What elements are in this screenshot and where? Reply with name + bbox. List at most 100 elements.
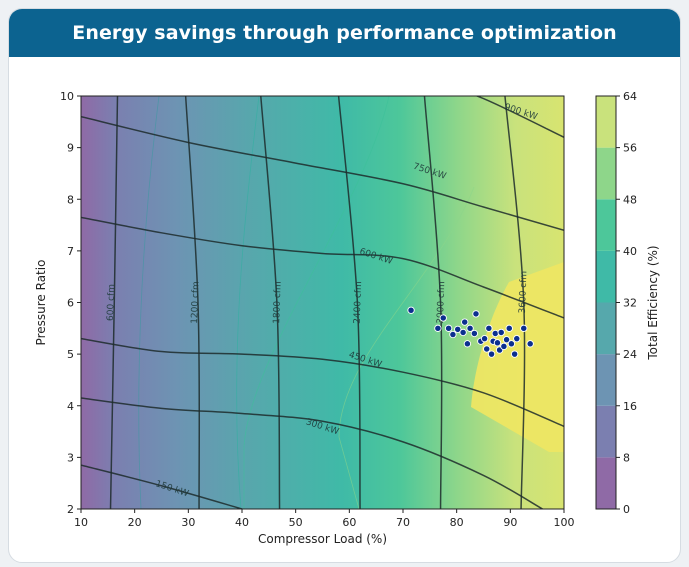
colorbar-tick-label: 16 <box>623 400 637 413</box>
y-tick-label: 3 <box>67 451 74 464</box>
flow-contour-label: 1200 cfm <box>190 281 201 324</box>
scatter-point <box>459 328 467 337</box>
y-axis-ticks: 2 3 4 5 6 7 8 9 10 <box>60 90 81 516</box>
scatter-point <box>483 345 491 353</box>
flow-contour-line <box>423 96 443 509</box>
flow-contour-line <box>337 96 361 509</box>
x-tick-label: 90 <box>503 516 517 529</box>
flow-contours <box>109 96 526 509</box>
scatter-point <box>439 314 447 322</box>
power-contour-line <box>81 397 543 509</box>
scatter-point <box>500 342 508 351</box>
colorbar-segment <box>596 354 616 406</box>
flow-contour-label: 1800 cfm <box>272 281 283 324</box>
y-tick-label: 10 <box>60 90 74 103</box>
flow-contour-line <box>260 96 281 509</box>
x-tick-label: 20 <box>128 516 142 529</box>
scatter-point <box>497 328 505 337</box>
y-tick-label: 2 <box>67 503 74 516</box>
scatter-point <box>466 324 474 332</box>
colorbar-tick-label: 8 <box>623 451 630 464</box>
scatter-point <box>472 310 480 318</box>
power-contour-line <box>475 96 564 138</box>
colorbar: 0 8 16 24 32 40 48 56 64 <box>595 90 637 516</box>
y-axis-label: Pressure Ratio <box>34 260 48 346</box>
y-tick-label: 5 <box>67 348 74 361</box>
colorbar-tick-label: 56 <box>623 142 637 155</box>
colorbar-tick-label: 40 <box>623 245 637 258</box>
scatter-point <box>491 329 499 338</box>
scatter-point <box>463 340 472 348</box>
x-tick-label: 10 <box>74 516 88 529</box>
scatter-point <box>485 324 493 332</box>
scatter-point <box>434 324 442 332</box>
scatter-point <box>454 325 462 333</box>
scatter-point <box>407 306 415 314</box>
x-tick-label: 30 <box>181 516 195 529</box>
x-tick-label: 100 <box>554 516 575 529</box>
flow-contour-line <box>504 96 526 509</box>
efficiency-field <box>81 96 564 509</box>
flow-contour-label: 2400 cfm <box>353 281 364 324</box>
colorbar-tick-label: 24 <box>623 348 637 361</box>
scatter-point <box>505 324 513 332</box>
colorbar-segment <box>596 457 616 509</box>
flow-contour-line <box>109 96 119 509</box>
y-tick-label: 7 <box>67 245 74 258</box>
scatter-point <box>526 340 534 348</box>
scatter-point <box>487 350 496 358</box>
power-contour-line <box>81 115 564 231</box>
y-tick-label: 4 <box>67 400 74 413</box>
scatter-point <box>480 334 489 343</box>
colorbar-segment <box>596 302 616 355</box>
flow-contour-label: 3000 cfm <box>436 281 447 324</box>
x-tick-label: 70 <box>396 516 410 529</box>
flow-contour-label: 600 cfm <box>106 284 117 321</box>
flow-contour-labels: 600 cfm 1200 cfm 1800 cfm 2400 cfm 3000 cfm 3… <box>106 271 530 324</box>
x-tick-label: 50 <box>289 516 303 529</box>
chart-title: Energy savings through performance optim… <box>9 9 680 57</box>
scatter-point <box>502 336 511 344</box>
efficiency-band-edge <box>338 186 475 509</box>
x-tick-label: 80 <box>450 516 464 529</box>
scatter-point <box>449 330 457 339</box>
x-tick-label: 40 <box>235 516 249 529</box>
colorbar-segment <box>596 147 616 200</box>
colorbar-segment <box>596 96 616 148</box>
chart-card: Energy savings through performance optim… <box>8 8 681 563</box>
scatter-point <box>493 339 502 347</box>
scatter-point <box>513 334 521 343</box>
power-contour-line <box>81 337 564 428</box>
y-tick-label: 9 <box>67 142 74 155</box>
colorbar-segment <box>596 199 616 251</box>
power-contour-line <box>81 464 243 509</box>
colorbar-tick-label: 0 <box>623 503 630 516</box>
scatter-point <box>470 329 479 338</box>
flow-contour-label: 3600 cfm <box>518 271 529 314</box>
scatter-points <box>407 306 534 358</box>
flow-contour-line <box>184 96 201 509</box>
colorbar-tick-label: 32 <box>623 297 637 310</box>
scatter-point <box>520 324 528 332</box>
x-axis-label: Compressor Load (%) <box>258 532 387 546</box>
colorbar-tick-label: 64 <box>623 90 637 103</box>
power-contour-line <box>81 216 564 319</box>
y-tick-label: 8 <box>67 193 74 206</box>
colorbar-segment <box>596 405 616 458</box>
colorbar-segment <box>596 250 616 303</box>
power-contours <box>81 96 564 509</box>
x-tick-label: 60 <box>342 516 356 529</box>
efficiency-band-edge <box>243 96 390 509</box>
scatter-point <box>507 340 516 348</box>
colorbar-tick-label: 48 <box>623 193 637 206</box>
scatter-point <box>444 324 453 332</box>
efficiency-band-edge <box>138 96 160 509</box>
efficiency-band-edge <box>236 96 260 509</box>
colorbar-label: Total Efficiency (%) <box>646 245 660 360</box>
y-tick-label: 6 <box>67 297 74 310</box>
x-axis-ticks: 10 20 30 40 50 60 70 80 90 100 <box>74 509 575 529</box>
scatter-point <box>461 318 469 326</box>
scatter-point <box>510 350 519 358</box>
